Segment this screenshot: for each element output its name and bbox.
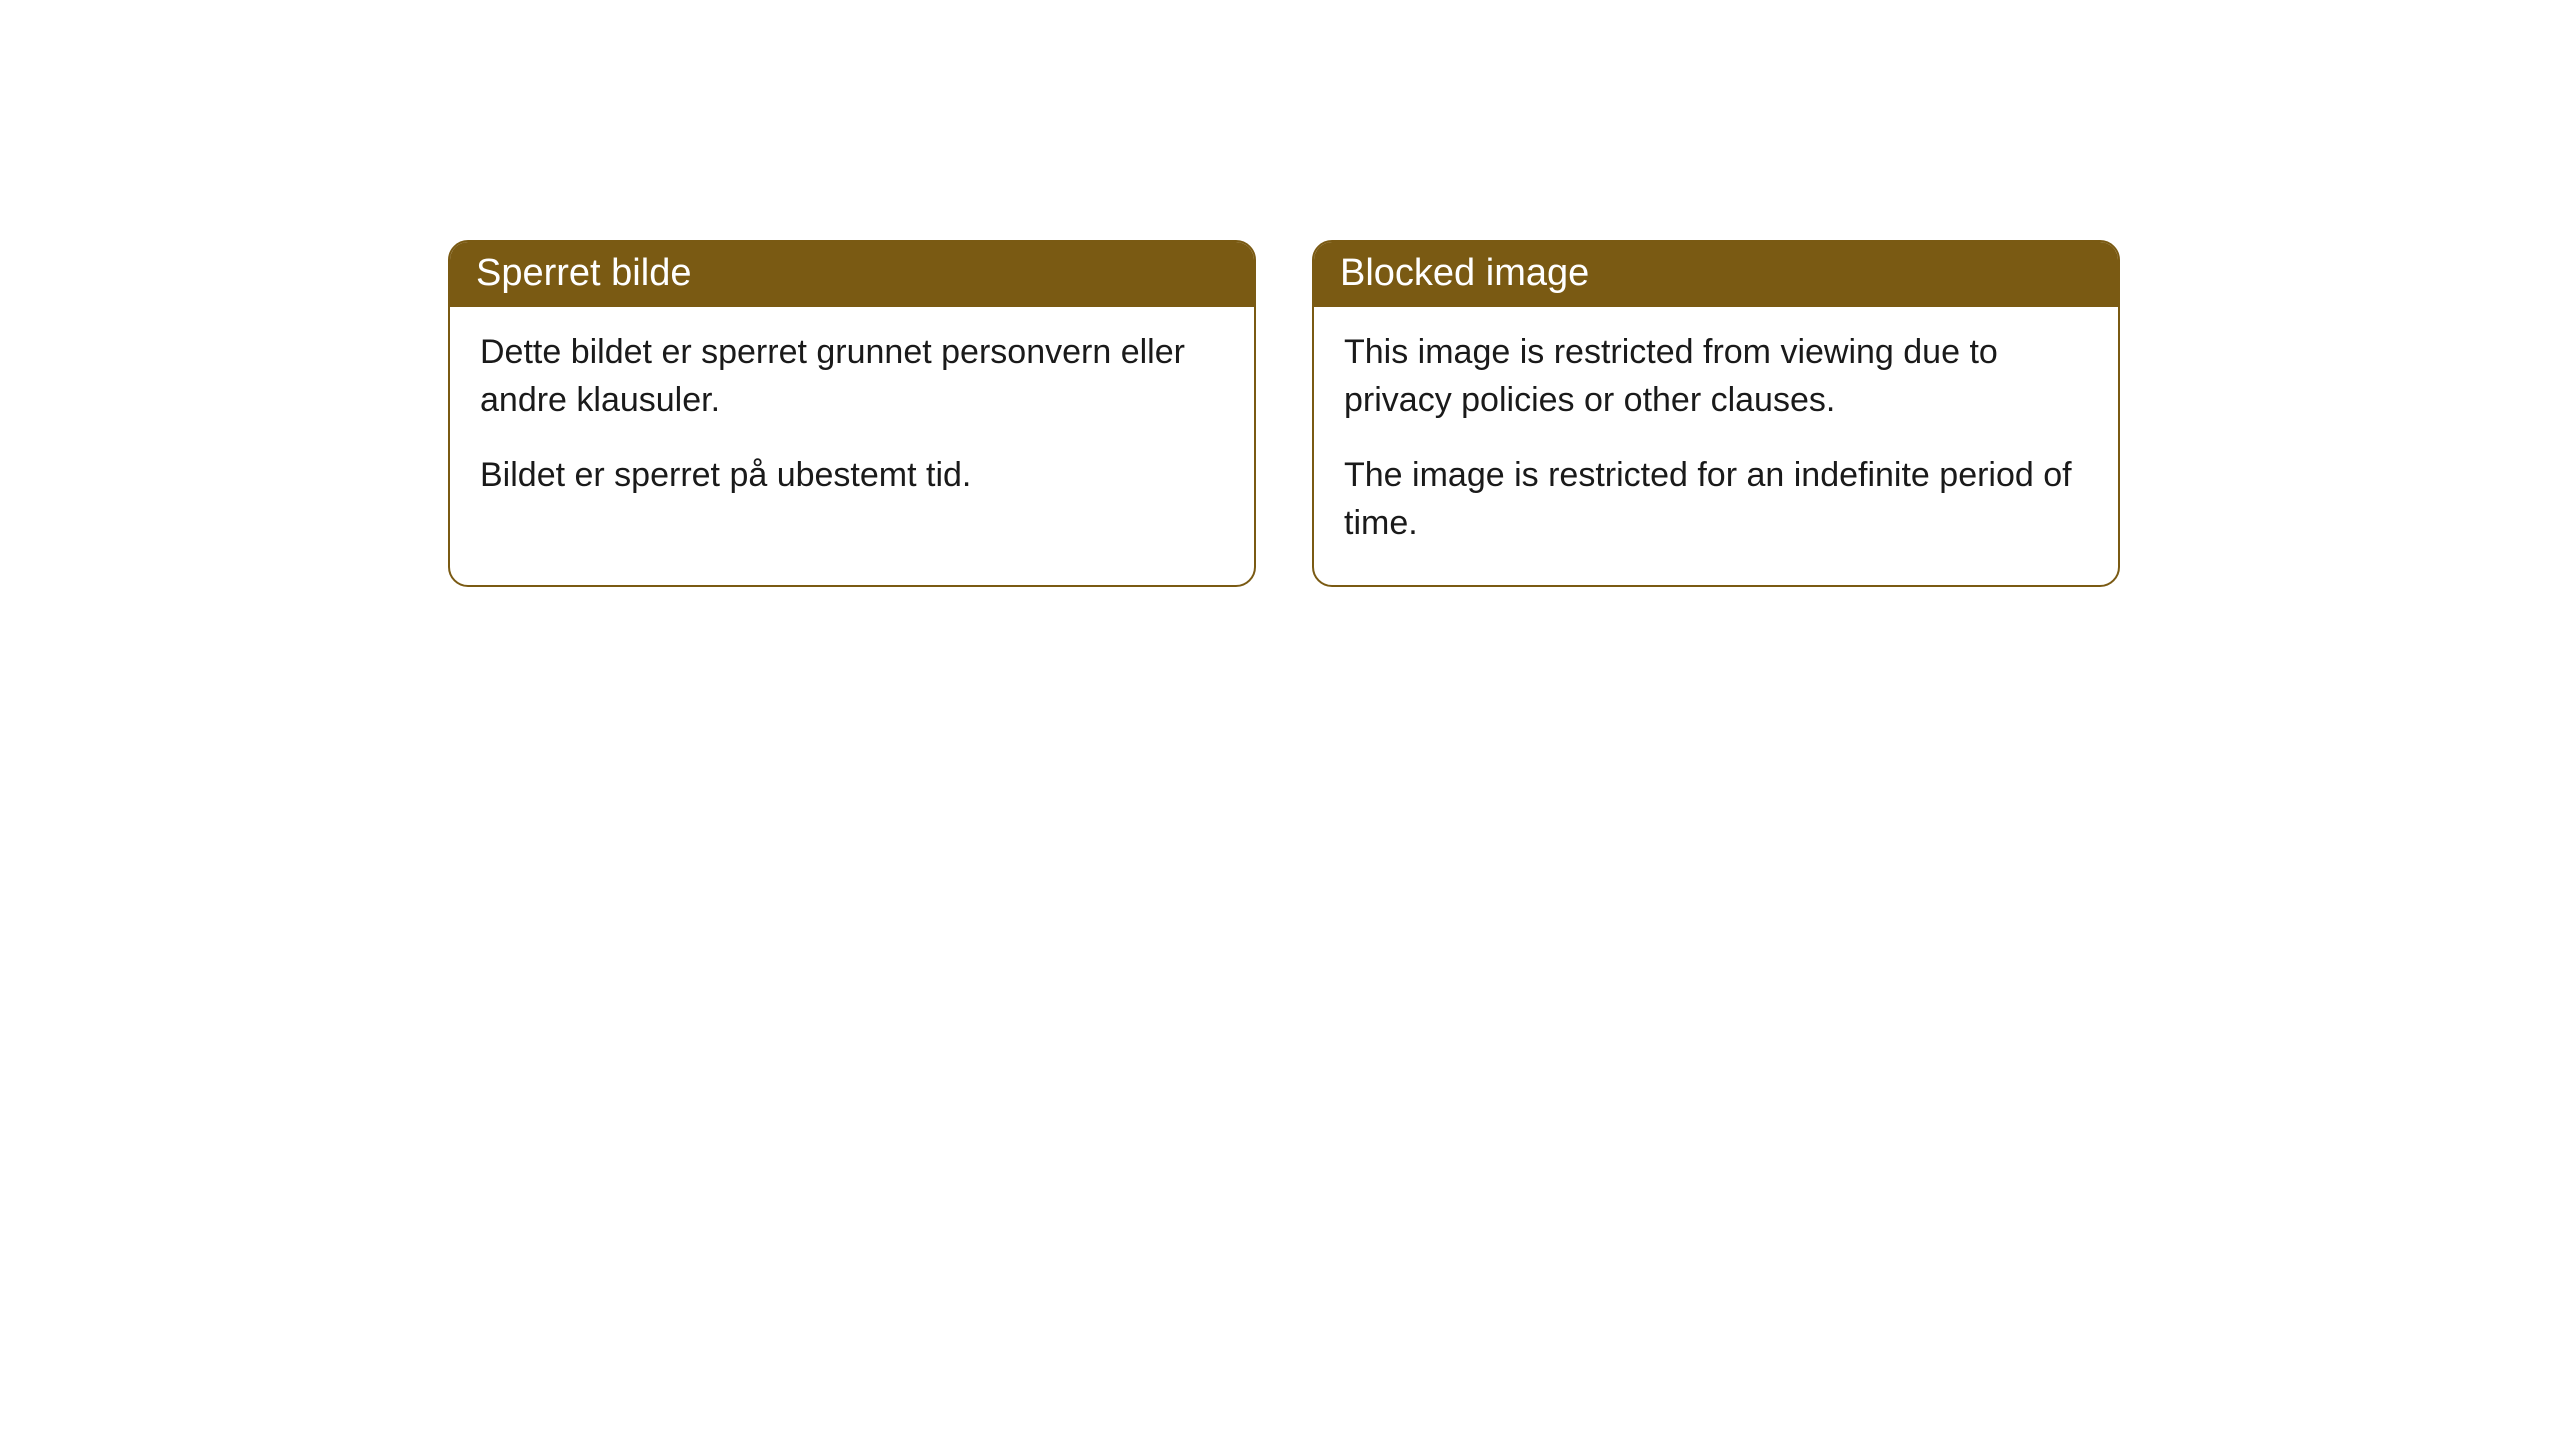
notice-paragraph: This image is restricted from viewing du…: [1344, 329, 2088, 424]
notice-card-english: Blocked image This image is restricted f…: [1312, 240, 2120, 587]
notice-card-title: Blocked image: [1340, 252, 1589, 294]
notice-paragraph: Dette bildet er sperret grunnet personve…: [480, 329, 1224, 424]
notice-paragraph: The image is restricted for an indefinit…: [1344, 452, 2088, 547]
notice-card-title: Sperret bilde: [476, 252, 691, 294]
notice-paragraph: Bildet er sperret på ubestemt tid.: [480, 452, 1224, 500]
notice-cards-container: Sperret bilde Dette bildet er sperret gr…: [448, 240, 2560, 587]
notice-card-header: Sperret bilde: [450, 242, 1254, 307]
notice-card-body: This image is restricted from viewing du…: [1314, 307, 2118, 585]
notice-card-body: Dette bildet er sperret grunnet personve…: [450, 307, 1254, 538]
notice-card-norwegian: Sperret bilde Dette bildet er sperret gr…: [448, 240, 1256, 587]
notice-card-header: Blocked image: [1314, 242, 2118, 307]
